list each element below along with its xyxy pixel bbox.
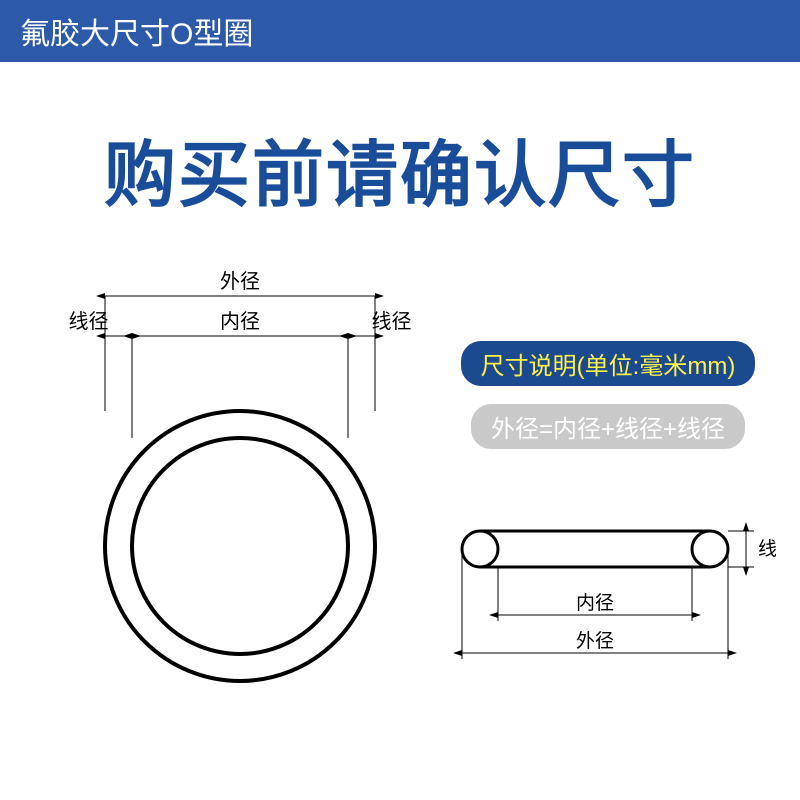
svg-text:内径: 内径 — [220, 310, 260, 333]
unit-label-pill: 尺寸说明(单位:毫米mm) — [461, 341, 756, 386]
diagram-area: 外径内径线径线径 尺寸说明(单位:毫米mm) 外径=内径+线径+线径 线径内径外… — [0, 231, 800, 791]
svg-text:外径: 外径 — [576, 630, 614, 652]
header-band: 氟胶大尺寸O型圈 — [0, 0, 800, 62]
svg-text:内径: 内径 — [576, 592, 614, 614]
svg-text:线径: 线径 — [758, 538, 776, 560]
svg-text:线径: 线径 — [372, 310, 412, 333]
ring-diagram: 外径内径 线径 线径 — [30, 256, 450, 716]
svg-text:线径: 线径 — [69, 310, 109, 333]
right-panel: 尺寸说明(单位:毫米mm) 外径=内径+线径+线径 线径内径外径 — [440, 341, 776, 699]
cross-section-diagram: 线径内径外径 — [440, 509, 776, 699]
header-title: 氟胶大尺寸O型圈 — [20, 9, 253, 53]
formula-pill: 外径=内径+线径+线径 — [471, 404, 745, 449]
svg-text:外径: 外径 — [220, 270, 260, 293]
main-title: 购买前请确认尺寸 — [0, 116, 800, 221]
